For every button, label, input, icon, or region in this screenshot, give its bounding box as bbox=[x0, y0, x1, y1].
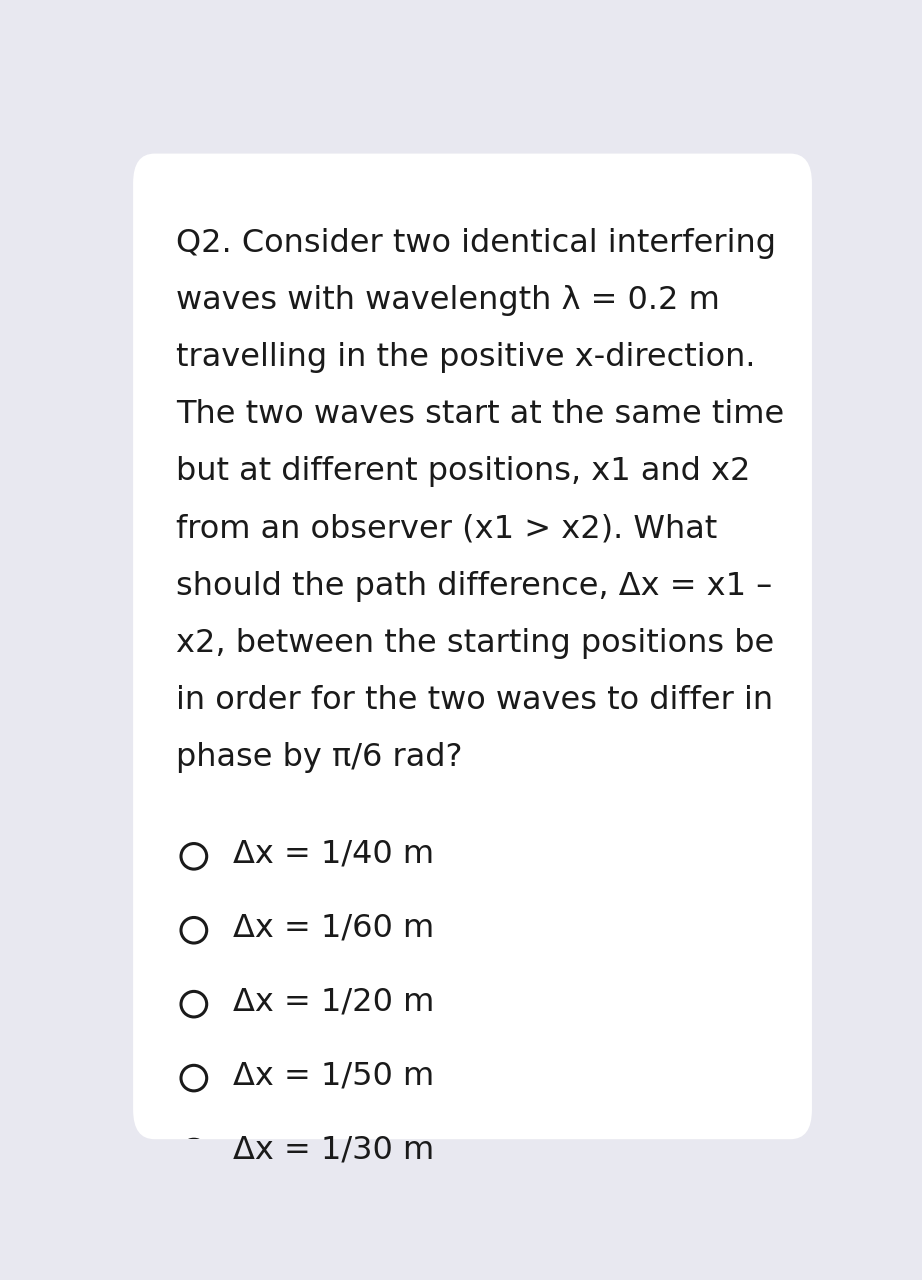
Text: from an observer (x1 > x2). What: from an observer (x1 > x2). What bbox=[176, 513, 717, 544]
Text: The two waves start at the same time: The two waves start at the same time bbox=[176, 399, 785, 430]
Text: Δx = 1/50 m: Δx = 1/50 m bbox=[233, 1060, 434, 1092]
Text: Δx = 1/60 m: Δx = 1/60 m bbox=[233, 913, 434, 943]
Text: Q2. Consider two identical interfering: Q2. Consider two identical interfering bbox=[176, 228, 776, 259]
Text: waves with wavelength λ = 0.2 m: waves with wavelength λ = 0.2 m bbox=[176, 284, 720, 316]
Text: should the path difference, Δx = x1 –: should the path difference, Δx = x1 – bbox=[176, 571, 773, 602]
FancyBboxPatch shape bbox=[133, 154, 812, 1139]
Text: Δx = 1/40 m: Δx = 1/40 m bbox=[233, 838, 434, 869]
Text: but at different positions, x1 and x2: but at different positions, x1 and x2 bbox=[176, 456, 751, 488]
Text: x2, between the starting positions be: x2, between the starting positions be bbox=[176, 627, 774, 659]
Text: travelling in the positive x-direction.: travelling in the positive x-direction. bbox=[176, 342, 755, 372]
Text: Δx = 1/30 m: Δx = 1/30 m bbox=[233, 1134, 434, 1165]
Text: Δx = 1/20 m: Δx = 1/20 m bbox=[233, 987, 434, 1018]
Text: in order for the two waves to differ in: in order for the two waves to differ in bbox=[176, 685, 774, 716]
Text: phase by π/6 rad?: phase by π/6 rad? bbox=[176, 742, 463, 773]
